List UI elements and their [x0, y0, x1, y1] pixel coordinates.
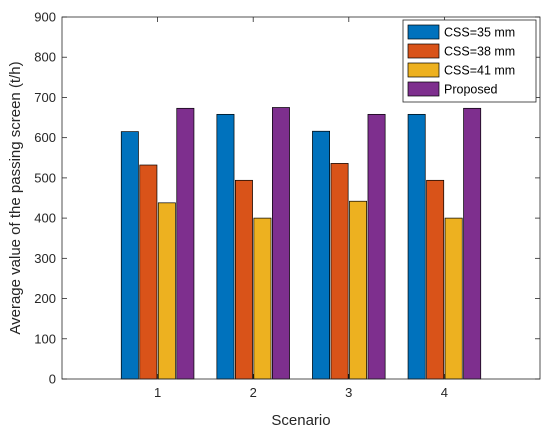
y-tick-label-300: 300 — [34, 251, 56, 266]
bar-scenario-2-series-3 — [253, 217, 272, 380]
y-axis-label: Average value of the passing screen (t/h… — [7, 61, 24, 334]
legend-swatch-4 — [407, 81, 440, 97]
ticks-group: 0 100 200 300 400 500 600 700 800 900 1 2 3 4 — [34, 10, 540, 400]
y-tick-label-900: 900 — [34, 10, 56, 25]
axes-group — [61, 16, 541, 380]
y-tick-label-600: 600 — [34, 130, 56, 145]
bar-scenario-1-series-2 — [139, 164, 158, 380]
y-tick-label-400: 400 — [34, 211, 56, 226]
y-tick-label-800: 800 — [34, 50, 56, 65]
bar-scenario-4-series-3 — [444, 217, 463, 380]
bar-scenario-1-series-4 — [176, 107, 195, 380]
bar-scenario-2-series-4 — [272, 107, 290, 380]
bar-scenario-4-series-4 — [463, 107, 482, 380]
bar-scenario-4-series-2 — [426, 179, 445, 380]
x-tick-label-3: 3 — [345, 385, 352, 400]
legend-label-4: Proposed — [444, 83, 498, 97]
bar-scenario-3-series-3 — [349, 200, 368, 380]
legend: CSS=35 mm CSS=38 mm CSS=41 mm Proposed — [402, 19, 537, 103]
y-tick-label-200: 200 — [34, 291, 56, 306]
y-tick-label-0: 0 — [49, 372, 56, 387]
bar-scenario-1-series-1 — [120, 131, 139, 380]
bar-scenario-2-series-2 — [235, 179, 253, 380]
legend-label-3: CSS=41 mm — [444, 64, 515, 78]
legend-swatch-3 — [407, 62, 440, 78]
bar-scenario-1-series-3 — [157, 202, 176, 380]
bar-scenario-3-series-4 — [367, 113, 386, 380]
legend-swatch-1 — [407, 24, 440, 40]
y-tick-label-700: 700 — [34, 90, 56, 105]
bar-scenario-2-series-1 — [216, 113, 235, 380]
bar-scenario-3-series-2 — [330, 163, 349, 380]
x-tick-label-1: 1 — [154, 385, 161, 400]
x-axis-label: Scenario — [271, 412, 330, 429]
x-tick-label-4: 4 — [441, 385, 448, 400]
axes-box — [61, 16, 541, 380]
y-tick-label-100: 100 — [34, 331, 56, 346]
bar-scenario-4-series-1 — [407, 113, 426, 380]
bars-group — [120, 107, 482, 380]
legend-label-1: CSS=35 mm — [444, 26, 515, 40]
x-tick-label-2: 2 — [250, 385, 257, 400]
legend-swatch-2 — [407, 43, 440, 59]
bar-scenario-3-series-1 — [312, 130, 331, 380]
legend-label-2: CSS=38 mm — [444, 45, 515, 59]
y-tick-label-500: 500 — [34, 170, 56, 185]
